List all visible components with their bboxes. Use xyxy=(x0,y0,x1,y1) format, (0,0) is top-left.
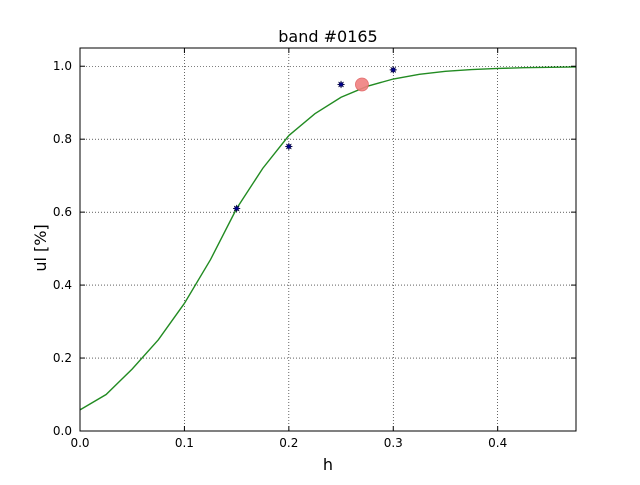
data-point-3 xyxy=(388,65,398,75)
y-tick-label-2: 0.4 xyxy=(53,278,72,292)
y-tick-label-4: 0.8 xyxy=(53,132,72,146)
y-tick-label-1: 0.2 xyxy=(53,351,72,365)
x-tick-label-4: 0.4 xyxy=(488,436,507,450)
y-tick-label-5: 1.0 xyxy=(53,59,72,73)
x-tick-label-3: 0.3 xyxy=(384,436,403,450)
x-axis-title: h xyxy=(323,455,333,474)
plot-area xyxy=(80,48,576,431)
y-tick-label-3: 0.6 xyxy=(53,205,72,219)
chart-title: band #0165 xyxy=(278,27,377,46)
data-point-1 xyxy=(284,141,294,151)
data-point-0 xyxy=(232,203,242,214)
data-point-2 xyxy=(336,79,346,89)
plot-frame xyxy=(79,47,577,432)
x-tick-label-2: 0.2 xyxy=(279,436,298,450)
x-tick-label-0: 0.0 xyxy=(70,436,89,450)
fit-curve xyxy=(79,66,577,411)
y-axis-title: ul [%] xyxy=(31,224,50,271)
y-tick-label-0: 0.0 xyxy=(53,424,72,438)
highlight-point-0 xyxy=(355,77,369,92)
x-tick-label-1: 0.1 xyxy=(175,436,194,450)
